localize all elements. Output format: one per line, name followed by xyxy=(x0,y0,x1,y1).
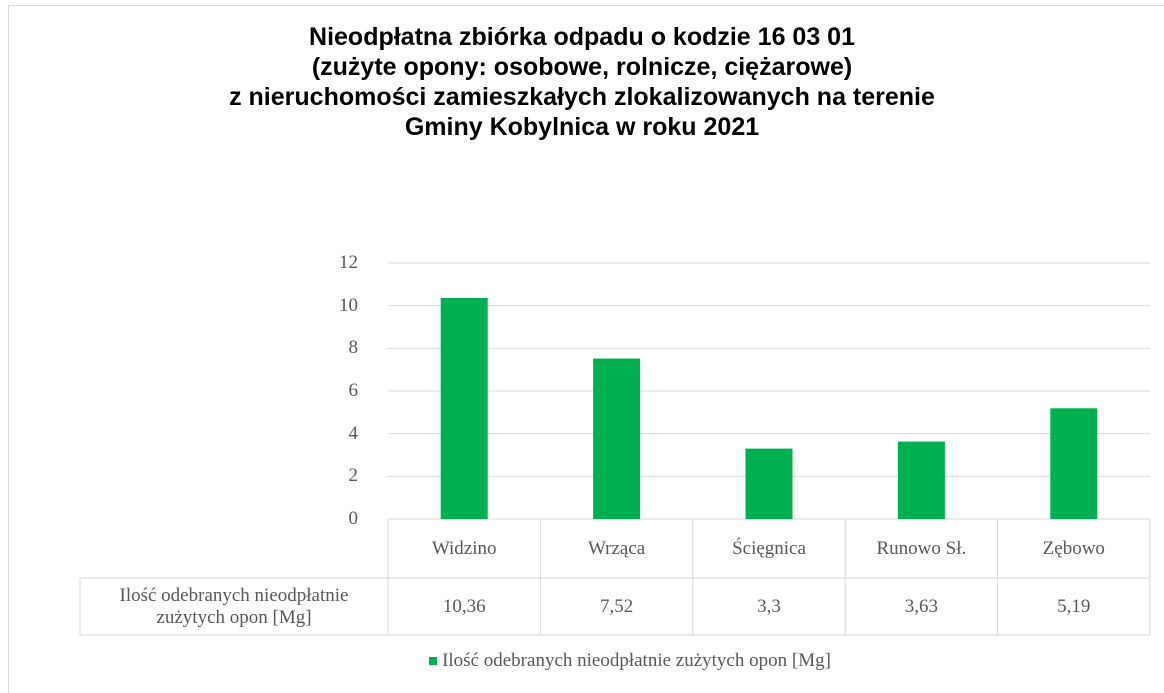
x-tick-label: Wrząca xyxy=(587,537,646,559)
table-value: 10,36 xyxy=(442,595,486,617)
table-value: 3,3 xyxy=(757,595,781,617)
table-value: 7,52 xyxy=(599,595,634,617)
y-tick-label: 6 xyxy=(348,380,359,401)
legend-label: Ilość odebranych nieodpłatnie zużytych o… xyxy=(442,650,831,671)
y-tick-label: 4 xyxy=(348,422,359,444)
x-tick-label: Runowo Sł. xyxy=(876,537,967,559)
x-tick-label: Ścięgnica xyxy=(732,537,806,559)
legend: Ilość odebranych nieodpłatnie zużytych o… xyxy=(90,648,1164,674)
y-tick-label: 12 xyxy=(339,252,358,273)
table-value: 5,19 xyxy=(1057,595,1091,617)
bar xyxy=(593,358,641,519)
y-tick-label: 8 xyxy=(348,337,359,359)
chart-title: Nieodpłatna zbiórka odpadu o kodzie 16 0… xyxy=(229,23,935,141)
y-tick-label: 2 xyxy=(348,465,359,487)
y-tick-label: 0 xyxy=(348,508,359,529)
x-tick-label: Widzino xyxy=(431,537,497,559)
x-tick-label: Zębowo xyxy=(1042,537,1105,559)
table-row-header: Ilość odebranych nieodpłatnie zużytych o… xyxy=(119,584,349,628)
table-value: 3,63 xyxy=(904,595,938,617)
y-tick-label: 10 xyxy=(339,294,358,316)
legend-swatch xyxy=(429,657,438,665)
bar xyxy=(897,441,945,519)
bar xyxy=(1050,408,1098,519)
bar xyxy=(440,297,488,519)
bar xyxy=(745,448,793,519)
